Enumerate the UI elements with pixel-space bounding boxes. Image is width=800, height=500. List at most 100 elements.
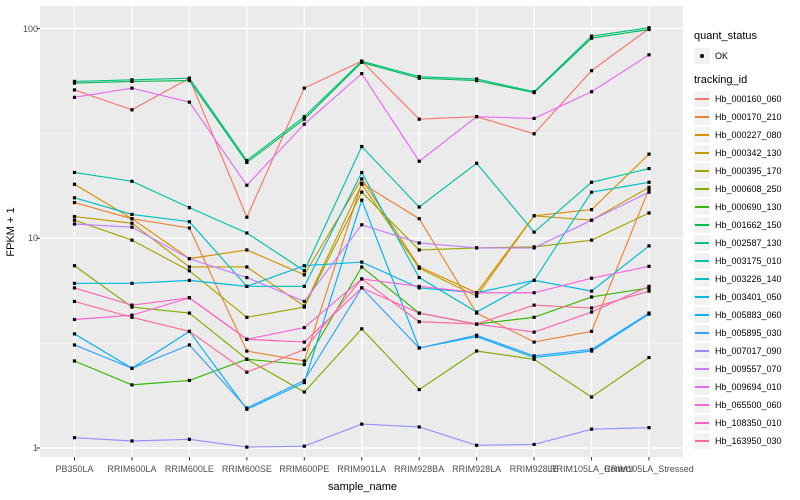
legend-item-label: Hb_000160_060 — [715, 94, 782, 104]
legend-key-line — [695, 116, 709, 118]
data-point-marker — [302, 117, 306, 121]
data-point-marker — [417, 346, 421, 350]
y-tick-label: 100 — [22, 23, 38, 34]
data-point-marker — [245, 284, 249, 288]
legend-key-line — [695, 386, 709, 388]
legend-key-line — [695, 314, 709, 316]
data-point-marker — [130, 315, 134, 319]
legend-key-line — [695, 260, 709, 262]
data-point-marker — [245, 183, 249, 187]
data-point-marker — [360, 198, 364, 202]
data-point-marker — [589, 90, 594, 94]
data-point-marker — [187, 100, 191, 104]
data-point-marker — [475, 291, 479, 295]
data-point-marker — [130, 179, 134, 183]
data-point-marker — [72, 332, 77, 336]
data-point-marker — [475, 294, 479, 298]
legend-key-line — [695, 242, 709, 244]
data-point-marker — [302, 381, 306, 385]
legend-item-label: Hb_000395_170 — [715, 166, 782, 176]
legend-key-box — [694, 271, 710, 287]
data-point-marker — [187, 343, 191, 347]
legend-key-box — [694, 415, 710, 431]
data-point-marker — [475, 349, 479, 353]
legend-item-label: Hb_009557_070 — [715, 364, 782, 374]
data-point-marker — [72, 286, 77, 290]
data-point-marker — [589, 180, 594, 184]
data-point-marker — [302, 273, 306, 277]
data-point-marker — [360, 327, 364, 331]
legend-key-line — [695, 206, 709, 208]
legend-key-box — [694, 361, 710, 377]
data-point-marker — [417, 284, 421, 288]
data-point-marker — [417, 275, 421, 280]
x-tick-label: RRIM105LA_Stressed — [604, 464, 694, 474]
legend-key-line — [695, 350, 709, 352]
data-point-marker — [130, 366, 134, 370]
data-point-marker — [360, 177, 364, 181]
legend-item-label: Hb_007017_090 — [715, 346, 782, 356]
data-point-marker — [589, 276, 594, 280]
data-point-marker — [130, 108, 134, 112]
legend-key-line — [695, 98, 709, 100]
data-point-marker — [532, 354, 536, 358]
legend-key-box — [694, 181, 710, 197]
data-point-marker — [647, 311, 651, 315]
data-point-marker — [647, 152, 651, 156]
data-point-marker — [187, 257, 191, 261]
data-point-marker — [589, 289, 594, 293]
data-point-marker — [302, 444, 306, 448]
data-point-marker — [532, 132, 536, 136]
data-point-marker — [475, 310, 479, 314]
legend-key-line — [695, 368, 709, 370]
data-point-marker — [245, 158, 249, 163]
legend-item-label: Hb_005883_060 — [715, 310, 782, 320]
data-point-marker — [187, 296, 191, 300]
legend-key-line — [695, 188, 709, 190]
data-point-marker — [245, 248, 249, 252]
data-point-marker — [245, 275, 249, 280]
data-point-marker — [130, 305, 134, 309]
x-tick-label: RRIM600PE — [279, 464, 330, 474]
legend-key-box — [694, 217, 710, 233]
data-point-marker — [532, 246, 536, 250]
data-point-marker — [417, 241, 421, 245]
data-point-marker — [187, 269, 191, 273]
data-point-marker — [302, 305, 306, 309]
data-point-marker — [647, 180, 651, 184]
data-point-marker — [72, 264, 77, 268]
data-point-marker — [130, 281, 134, 285]
y-tick-label: 10 — [27, 233, 38, 244]
data-point-marker — [72, 214, 77, 219]
legend-key-box — [694, 343, 710, 359]
data-point-marker — [360, 182, 364, 186]
legend-key-line — [695, 296, 709, 298]
data-point-marker — [72, 436, 77, 440]
data-point-marker — [245, 370, 249, 374]
legend-key-line — [695, 224, 709, 226]
data-point-marker — [647, 244, 651, 248]
data-point-marker — [302, 299, 306, 304]
data-point-marker — [647, 355, 651, 360]
data-point-marker — [130, 303, 134, 307]
data-point-marker — [417, 311, 421, 315]
data-point-marker — [647, 166, 651, 171]
data-point-marker — [647, 185, 651, 189]
data-point-marker — [245, 357, 249, 361]
legend-key-box — [694, 253, 710, 269]
data-point-marker — [302, 340, 306, 344]
legend-title-tracking-id: tracking_id — [694, 74, 748, 86]
data-point-marker — [130, 439, 134, 443]
data-point-marker — [532, 303, 536, 307]
data-point-marker — [360, 277, 364, 281]
data-point-marker — [187, 76, 191, 80]
data-point-marker — [647, 190, 651, 194]
legend-title-quant-status: quant_status — [694, 30, 757, 42]
data-point-marker — [72, 79, 77, 84]
legend-item-label: Hb_000227_080 — [715, 130, 782, 140]
data-point-marker — [245, 406, 249, 410]
legend-key-line — [695, 278, 709, 280]
legend-item-label: Hb_001662_150 — [715, 220, 782, 230]
